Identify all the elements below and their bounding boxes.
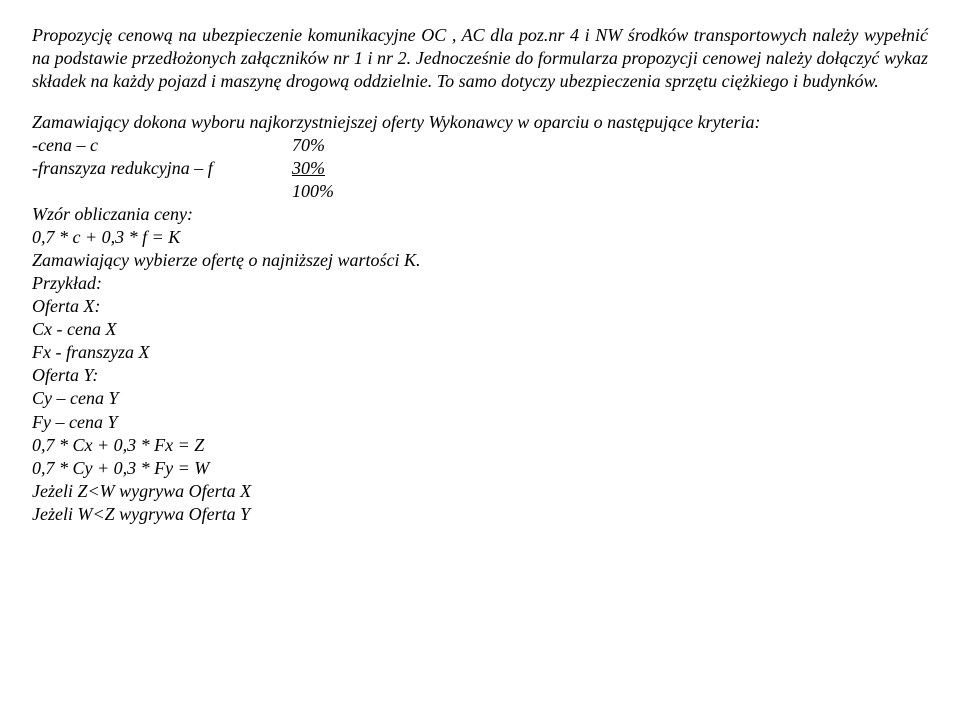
criteria-intro: Zamawiający dokona wyboru najkorzystniej… (32, 111, 928, 134)
criteria-value-cena: 70% (292, 134, 325, 157)
example-fx: Fx - franszyza X (32, 341, 928, 364)
example-eq1: 0,7 * Cx + 0,3 * Fx = Z (32, 434, 928, 457)
formula: 0,7 * c + 0,3 * f = K (32, 226, 928, 249)
criteria-label-franszyza: -franszyza redukcyjna – f (32, 157, 292, 180)
criteria-total: 100% (32, 180, 928, 203)
formula-heading: Wzór obliczania ceny: (32, 203, 928, 226)
criteria-row-cena: -cena – c 70% (32, 134, 928, 157)
example-eq2: 0,7 * Cy + 0,3 * Fy = W (32, 457, 928, 480)
criteria-value-franszyza: 30% (292, 157, 325, 180)
example-heading: Przykład: (32, 272, 928, 295)
example-oferta-x: Oferta X: (32, 295, 928, 318)
example-cond1: Jeżeli Z<W wygrywa Oferta X (32, 480, 928, 503)
select-rule: Zamawiający wybierze ofertę o najniższej… (32, 249, 928, 272)
criteria-label-cena: -cena – c (32, 134, 292, 157)
example-cy: Cy – cena Y (32, 387, 928, 410)
example-oferta-y: Oferta Y: (32, 364, 928, 387)
paragraph-intro: Propozycję cenową na ubezpieczenie komun… (32, 24, 928, 93)
example-cx: Cx - cena X (32, 318, 928, 341)
example-cond2: Jeżeli W<Z wygrywa Oferta Y (32, 503, 928, 526)
criteria-row-franszyza: -franszyza redukcyjna – f 30% (32, 157, 928, 180)
example-fy: Fy – cena Y (32, 411, 928, 434)
